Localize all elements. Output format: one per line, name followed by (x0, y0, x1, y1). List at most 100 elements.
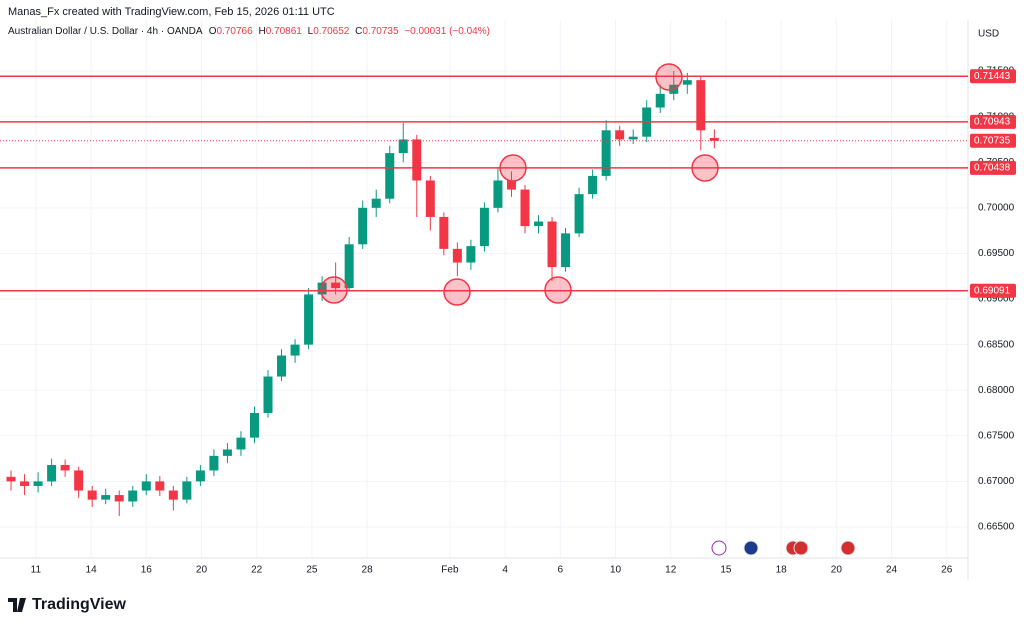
x-tick-label: 25 (306, 565, 318, 576)
candle-body (615, 130, 625, 140)
logo-mark (8, 598, 26, 612)
price-tag (970, 114, 1016, 129)
price-tag-label: 0.71443 (974, 71, 1011, 82)
event-icon[interactable] (793, 540, 809, 556)
l-key: L (308, 26, 314, 37)
o-value: 0.70766 (217, 26, 254, 37)
candle-body (358, 207, 368, 245)
candle-body (182, 481, 192, 500)
x-tick-label: 11 (31, 565, 42, 576)
x-tick-label: 4 (502, 565, 508, 576)
c-value: 0.70735 (362, 26, 399, 37)
candle-body (574, 194, 584, 234)
candle-body (425, 180, 435, 217)
price-tag (970, 160, 1016, 175)
o-key: O (209, 26, 217, 37)
candle-body (371, 198, 381, 208)
event-icon[interactable] (711, 540, 727, 556)
event-icon[interactable] (840, 540, 856, 556)
y-tick-label: 0.68500 (978, 339, 1015, 350)
price-tag-label: 0.70438 (974, 163, 1011, 174)
h-key: H (258, 26, 265, 37)
price-tag-label: 0.70943 (974, 116, 1011, 127)
c-key: C (355, 26, 362, 37)
x-tick-label: Feb (441, 565, 459, 576)
x-tick-label: 28 (362, 565, 374, 576)
candle-body (33, 481, 43, 486)
candle-body (290, 344, 300, 356)
x-tick-label: 15 (720, 565, 732, 576)
candle-body (60, 464, 70, 471)
candle-body (452, 248, 462, 263)
candle-body (304, 294, 314, 345)
candle-body (249, 413, 259, 438)
candle-body (588, 175, 598, 195)
x-tick-label: 16 (141, 565, 153, 576)
currency: USD (978, 29, 999, 40)
price-tag (970, 283, 1016, 298)
event-icons (711, 540, 856, 556)
candle-body (385, 153, 395, 199)
l-value: 0.70652 (313, 26, 350, 37)
annotation-circle (320, 276, 348, 304)
candle-body (195, 470, 205, 482)
candle-body (317, 282, 327, 295)
candle-body (493, 180, 503, 208)
ohlc-legend: Australian Dollar / U.S. Dollar · 4h · O… (8, 26, 490, 37)
candle-body (101, 495, 111, 500)
candle-body (696, 80, 706, 131)
candle-body (141, 481, 151, 491)
symbol: Australian Dollar / U.S. Dollar · 4h · O… (8, 26, 203, 37)
candle-body (398, 139, 408, 154)
credit: Manas_Fx created with TradingView.com, F… (8, 6, 335, 18)
y-tick-label: 0.66500 (978, 522, 1015, 533)
candle-body (155, 481, 165, 491)
candle-body (114, 495, 124, 502)
candle-body (74, 470, 84, 491)
candle-body (601, 130, 611, 176)
y-tick-label: 0.67000 (978, 476, 1015, 487)
marks (0, 71, 968, 517)
candle-body (222, 449, 232, 456)
event-icon[interactable] (743, 540, 759, 556)
candle-body (534, 221, 544, 227)
x-tick-label: 22 (251, 565, 263, 576)
candle-body (439, 216, 449, 249)
candle-body (709, 137, 719, 141)
x-tick-label: 6 (558, 565, 564, 576)
annotation-circle (655, 63, 683, 91)
candle-body (628, 136, 638, 140)
price-tag (970, 133, 1016, 148)
x-tick-label: 10 (610, 565, 622, 576)
change: −0.00031 (−0.04%) (404, 26, 490, 37)
candle-body (682, 80, 692, 85)
price-tag (970, 69, 1016, 84)
x-tick-label: 14 (86, 565, 98, 576)
grid-layer (0, 20, 968, 558)
price-tag-label: 0.69091 (974, 285, 1011, 296)
annotation-circle (499, 154, 527, 182)
candle-body (47, 464, 57, 482)
annotations (320, 63, 719, 306)
candle-body (209, 455, 219, 471)
y-tick-label: 0.68000 (978, 385, 1015, 396)
candle-body (263, 376, 273, 414)
annotation-circle (691, 154, 719, 182)
candle-body (331, 282, 341, 289)
candle-body (466, 246, 476, 263)
x-tick-label: 18 (776, 565, 788, 576)
candle-body (87, 490, 97, 500)
y-tick-label: 0.67500 (978, 430, 1015, 441)
x-tick-label: 20 (196, 565, 208, 576)
candle-body (128, 490, 138, 502)
candle-body (547, 221, 557, 268)
annotation-circle (544, 276, 572, 304)
candle-body (479, 207, 489, 247)
h-value: 0.70861 (266, 26, 303, 37)
candle-body (412, 139, 422, 181)
x-tick-label: 24 (886, 565, 898, 576)
price-tag-label: 0.70735 (974, 135, 1011, 146)
candle-body (344, 244, 354, 289)
candle-body (520, 189, 530, 227)
